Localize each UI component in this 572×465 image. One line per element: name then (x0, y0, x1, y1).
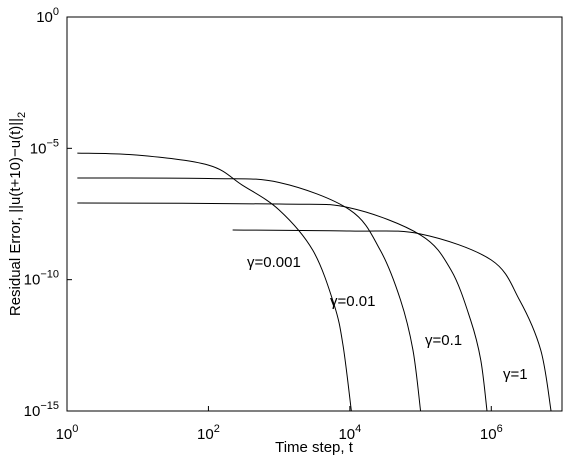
series-line (77, 152, 352, 412)
series-line (232, 229, 552, 412)
tick-label: 100 (56, 423, 79, 443)
tick-exponent: −15 (40, 400, 59, 412)
series-line (77, 177, 422, 412)
tick-exponent: 0 (53, 6, 59, 18)
x-axis-label: Time step, t (275, 439, 354, 456)
y-axis-label-text: Residual Error, ||u(t+10)−u(t)|| (7, 118, 24, 316)
tick-exponent: 6 (497, 423, 503, 435)
tick-label: 10−5 (30, 137, 59, 157)
tick-base: 10 (56, 426, 73, 443)
tick-label: 102 (197, 423, 220, 443)
tick-label: 100 (36, 6, 59, 26)
tick-exponent: −5 (46, 137, 59, 149)
tick-base: 10 (197, 426, 214, 443)
tick-base: 10 (480, 426, 497, 443)
series-line (77, 202, 488, 412)
tick-exponent: 0 (72, 423, 78, 435)
tick-exponent: −10 (40, 269, 59, 281)
series-label: γ=0.1 (425, 332, 462, 349)
tick-base: 10 (30, 140, 47, 157)
tick-exponent: 2 (214, 423, 220, 435)
tick-base: 10 (24, 403, 41, 420)
tick-label: 10−10 (24, 269, 59, 289)
series-label: γ=1 (503, 366, 528, 383)
series-label: γ=0.001 (247, 254, 301, 271)
tick-label: 10−15 (24, 400, 59, 420)
tick-label: 104 (338, 423, 361, 443)
tick-base: 10 (36, 9, 53, 26)
y-axis-label-sub: 2 (16, 112, 28, 118)
tick-base: 10 (24, 272, 41, 289)
x-axis-label-text: Time step, t (275, 439, 354, 456)
series-label: γ=0.01 (330, 293, 375, 310)
plot-frame (66, 16, 563, 412)
tick-base: 10 (338, 426, 355, 443)
y-axis-label: Residual Error, ||u(t+10)−u(t)||2 (7, 112, 28, 316)
tick-exponent: 4 (355, 423, 361, 435)
tick-label: 106 (480, 423, 503, 443)
